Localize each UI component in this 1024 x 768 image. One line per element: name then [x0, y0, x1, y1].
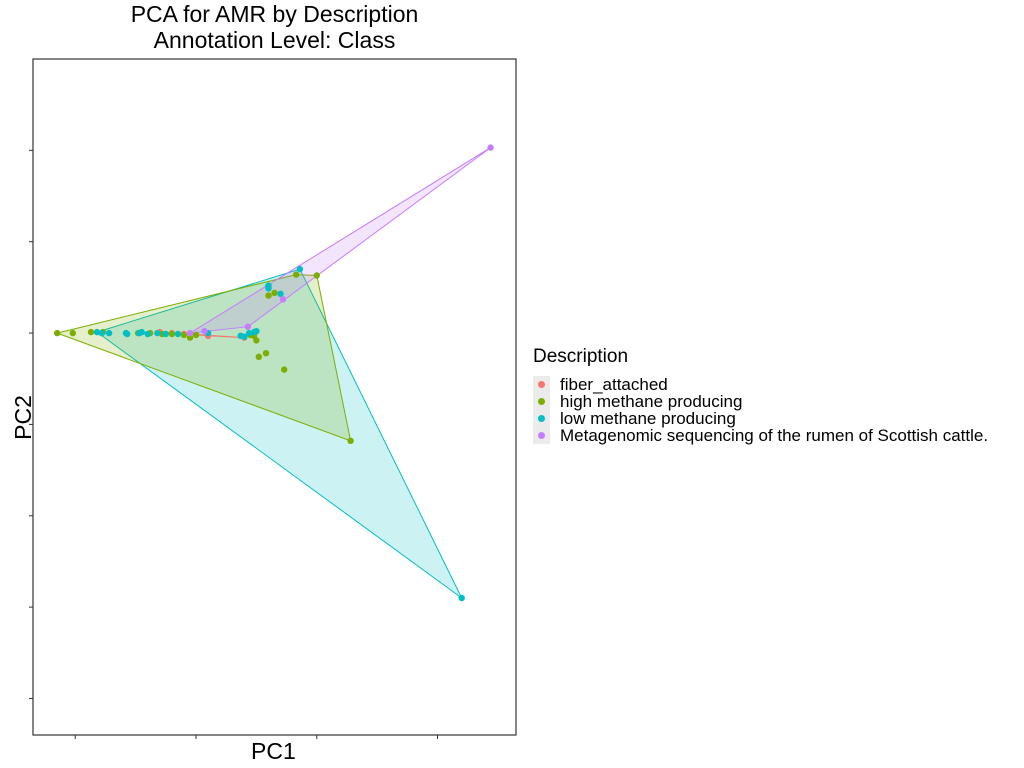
data-point [244, 323, 252, 330]
data-point [241, 333, 248, 340]
data-point [245, 329, 253, 337]
legend-key [533, 410, 550, 427]
legend-label: low methane producing [560, 408, 736, 428]
x-axis-label: PC1 [251, 738, 296, 764]
hull-1 [55, 274, 352, 442]
data-point [262, 350, 270, 357]
data-point [265, 285, 272, 292]
data-point [313, 272, 320, 279]
data-point [144, 330, 151, 338]
data-point [186, 329, 194, 337]
data-point [253, 337, 260, 344]
data-point [192, 331, 200, 339]
data-point [296, 265, 304, 273]
points-layer [54, 144, 494, 602]
legend: Description fiber_attached high methane … [533, 346, 989, 445]
data-point [162, 330, 169, 338]
legend-dot-low-methane [538, 415, 545, 422]
data-point [105, 329, 113, 337]
data-point [174, 330, 182, 338]
data-point [277, 290, 284, 297]
chart-title: PCA for AMR by Description [130, 1, 419, 27]
legend-dot-metagenomic [538, 432, 545, 439]
data-point [138, 328, 145, 336]
legend-label: Metagenomic sequencing of the rumen of S… [560, 425, 989, 445]
data-point [69, 329, 77, 337]
legend-label: fiber_attached [560, 374, 668, 394]
legend-item: high methane producing [533, 391, 988, 411]
data-point [186, 334, 194, 341]
panel-border [32, 58, 517, 736]
data-point [281, 366, 288, 373]
legend-label: high methane producing [560, 391, 743, 411]
data-point [265, 292, 272, 299]
hull-layer [55, 147, 491, 599]
legend-key [533, 427, 550, 444]
data-point [87, 328, 95, 336]
data-point [458, 594, 465, 602]
legend-dot-fiber-attached [538, 381, 545, 388]
data-point [154, 329, 161, 337]
legend-dot-high-methane [538, 398, 545, 405]
legend-item: fiber_attached [533, 374, 988, 394]
ticks-layer [29, 149, 439, 739]
data-point [347, 437, 354, 444]
legend-key [533, 376, 550, 393]
legend-item: low methane producing [533, 408, 988, 428]
data-point [271, 289, 278, 297]
data-point [255, 353, 262, 360]
data-point [201, 328, 208, 335]
data-point [124, 330, 131, 338]
chart-subtitle: Annotation Level: Class [153, 27, 396, 53]
data-point [168, 330, 176, 338]
data-point [279, 296, 287, 303]
data-point [98, 329, 106, 337]
hull-3 [189, 147, 491, 334]
data-point [54, 329, 61, 337]
data-point [487, 144, 494, 151]
legend-item: Metagenomic sequencing of the rumen of S… [533, 425, 989, 445]
legend-title: Description [533, 346, 629, 367]
y-axis-label: PC2 [9, 395, 36, 440]
data-point [253, 328, 260, 335]
data-point [293, 271, 300, 278]
data-point [93, 328, 101, 336]
legend-key [533, 393, 550, 410]
hull-2 [95, 268, 463, 599]
data-point [180, 331, 188, 339]
